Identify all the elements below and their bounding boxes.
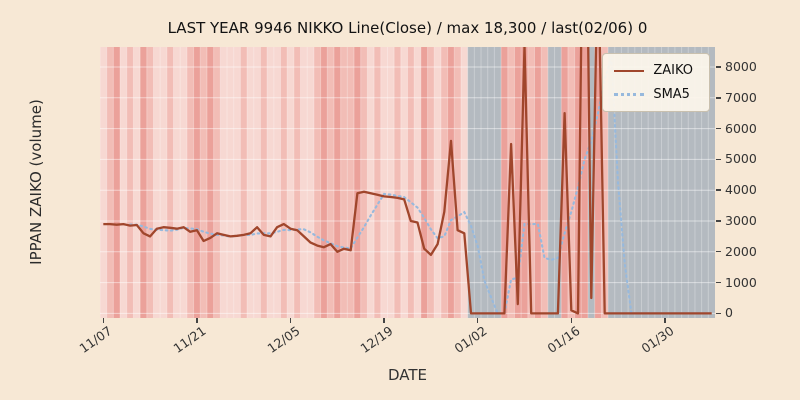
y-tick-label: 0 (725, 305, 733, 321)
y-tick-mark (716, 97, 721, 99)
y-tick-mark (716, 281, 721, 284)
zaiko-line-sample (614, 69, 645, 72)
y-tick-mark (716, 66, 721, 68)
legend-label-zaiko: ZAIKO (653, 63, 693, 78)
y-tick-label: 2000 (725, 243, 757, 259)
sma5-line-sample (614, 93, 645, 96)
y-tick-mark (716, 251, 721, 253)
y-tick-mark (716, 189, 721, 191)
plot-canvas (100, 47, 715, 318)
legend-item-zaiko: ZAIKO (614, 63, 693, 78)
y-tick-label: 3000 (725, 212, 757, 228)
legend: ZAIKO SMA5 (602, 53, 710, 112)
y-tick-mark (716, 312, 721, 315)
x-tick-mark (289, 318, 292, 323)
x-tick-mark (664, 318, 666, 323)
y-tick-label: 5000 (725, 151, 757, 167)
legend-item-sma5: SMA5 (614, 87, 693, 102)
y-tick-mark (716, 158, 721, 161)
chart-title: LAST YEAR 9946 NIKKO Line(Close) / max 1… (167, 19, 648, 37)
x-tick-mark (196, 318, 198, 323)
legend-label-sma5: SMA5 (653, 87, 690, 102)
y-tick-label: 1000 (725, 274, 757, 290)
y-tick-label: 6000 (725, 120, 757, 136)
x-tick-mark (383, 318, 385, 323)
plot-area (100, 47, 715, 318)
y-axis-label: IPPAN ZAIKO (volume) (27, 99, 45, 265)
x-tick-mark (476, 318, 479, 323)
y-tick-label: 8000 (725, 59, 757, 75)
x-axis-label: DATE (387, 366, 428, 384)
y-tick-label: 4000 (725, 182, 757, 198)
x-tick-mark (570, 318, 572, 323)
y-tick-label: 7000 (725, 89, 757, 105)
x-tick-mark (102, 318, 105, 323)
y-tick-mark (716, 127, 721, 130)
y-tick-mark (716, 220, 721, 222)
